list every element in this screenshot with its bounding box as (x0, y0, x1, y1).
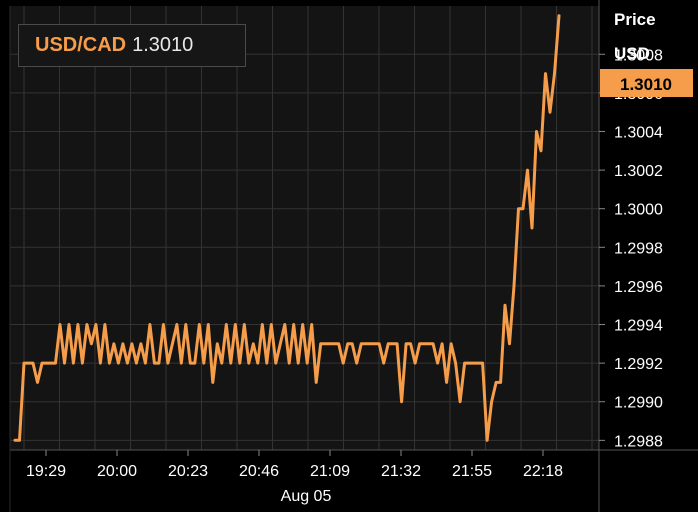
legend-price: 1.3010 (132, 34, 194, 56)
x-tick-label: 20:00 (97, 463, 137, 480)
x-tick-label: 21:55 (452, 463, 492, 480)
y-tick-label: 1.3002 (614, 163, 663, 180)
y-tick-label: 1.2990 (614, 395, 663, 412)
x-axis-date-label: Aug 05 (281, 488, 332, 505)
price-axis-unit: USD (614, 44, 650, 63)
legend-box: USD/CAD 1.3010 (18, 24, 246, 67)
x-tick-label: 21:09 (310, 463, 350, 480)
price-axis-title: Price (614, 10, 656, 29)
current-price-badge (600, 69, 693, 97)
x-tick-label: 22:18 (523, 463, 563, 480)
y-tick-label: 1.3008 (614, 47, 663, 64)
legend-symbol: USD/CAD (35, 34, 127, 56)
x-tick-label: 20:46 (239, 463, 279, 480)
y-tick-label: 1.3000 (614, 202, 663, 219)
y-tick-label: 1.2994 (614, 318, 663, 335)
y-tick-label: 1.2992 (614, 356, 663, 373)
plot-area-background (10, 6, 599, 450)
y-tick-label: 1.2988 (614, 433, 663, 450)
x-tick-label: 21:32 (381, 463, 421, 480)
price-series-line (13, 14, 561, 442)
x-tick-label: 20:23 (168, 463, 208, 480)
y-tick-label: 1.2996 (614, 279, 663, 296)
current-price-label: 1.3010 (620, 75, 672, 94)
current-price-marker: 1.3010 (600, 69, 693, 97)
y-axis-ticks: 1.2988 1.2990 1.2992 1.2994 1.2996 1.2998 1.30… (599, 47, 663, 450)
y-tick-label: 1.2998 (614, 240, 663, 257)
x-tick-label: 19:29 (26, 463, 66, 480)
x-axis-ticks: 19:29 20:00 20:23 20:46 21:09 21:32 21:55 22:18 (26, 450, 563, 480)
y-tick-label: 1.3004 (614, 124, 663, 141)
